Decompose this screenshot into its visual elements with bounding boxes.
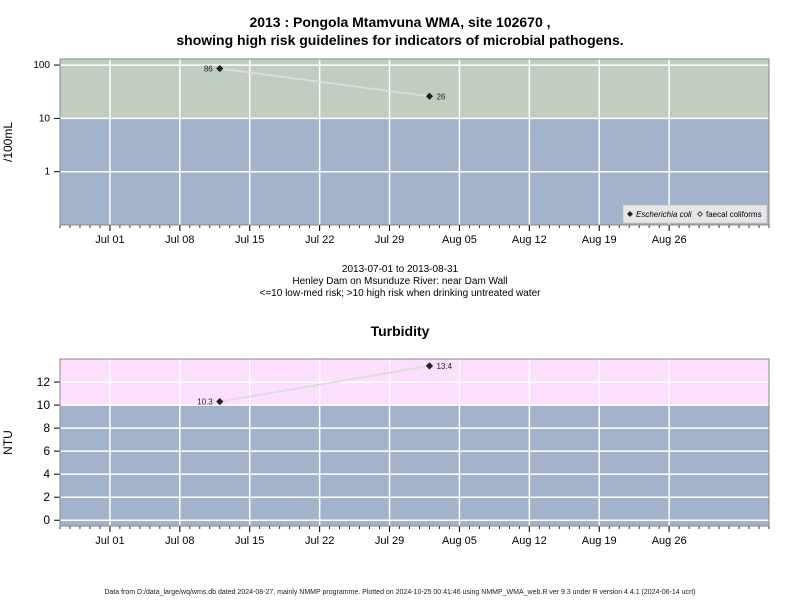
x-tick-label: Jul 22 [305, 234, 334, 246]
site-description-text: Henley Dam on Msunduze River: near Dam W… [292, 276, 508, 287]
x-tick-label: Aug 19 [582, 535, 617, 547]
y-tick-label: 6 [43, 444, 50, 458]
legend-entry: Escherichia coli [636, 210, 692, 219]
y-tick-label: 12 [37, 375, 51, 389]
chart-title-line-1: 2013 : Pongola Mtamvuna WMA, site 102670… [249, 14, 551, 30]
data-label: 13.4 [436, 362, 452, 371]
x-tick-label: Aug 05 [442, 535, 477, 547]
data-label: 10.3 [197, 398, 213, 407]
x-tick-label: Aug 05 [442, 234, 477, 246]
data-point [216, 397, 224, 406]
x-tick-label: Jul 08 [165, 535, 194, 547]
risk-guideline-text: <=10 low-med risk; >10 high risk when dr… [259, 288, 541, 299]
footer-note: Data from D:/data_large/wq/wms.db dated … [104, 589, 696, 596]
x-tick-label: Aug 26 [652, 234, 687, 246]
x-tick-label: Aug 12 [512, 535, 547, 547]
data-point [425, 362, 434, 370]
y-tick-label: 1 [44, 167, 50, 178]
y-tick-label: 0 [43, 513, 50, 527]
microbial-chart: Jul 01 Jul 08 Jul 15 Jul 22 Jul 29 Aug 05 Aug … [1, 58, 770, 246]
y-tick-label: 10 [37, 398, 51, 412]
x-tick-label: Aug 19 [582, 234, 617, 246]
chart-title-line-2: showing high risk guidelines for indicat… [176, 32, 624, 48]
plot-border [59, 358, 770, 527]
y-tick-label: 100 [33, 60, 50, 71]
y-tick-label: 8 [43, 421, 50, 435]
x-tick-label: Jul 01 [95, 535, 124, 547]
y-axis-label: NTU [1, 430, 15, 455]
x-tick-label: Jul 15 [235, 234, 264, 246]
legend-box [622, 204, 768, 224]
x-tick-label: Jul 29 [375, 535, 404, 547]
legend-marker-filled-diamond [627, 211, 633, 217]
turbidity-title: Turbidity [370, 323, 430, 339]
x-tick-label: Jul 01 [95, 234, 124, 246]
y-tick-label: 4 [43, 467, 50, 481]
series-line [219, 365, 430, 403]
y-tick-label: 2 [43, 490, 50, 504]
y-axis-label: /100mL [1, 122, 15, 162]
date-range-text: 2013-07-01 to 2013-08-31 [341, 264, 459, 275]
high-risk-band [60, 359, 769, 406]
legend-entry: faecal coliforms [706, 210, 762, 219]
x-tick-label: Aug 12 [512, 234, 547, 246]
x-tick-label: Aug 26 [652, 535, 687, 547]
y-tick-label: 10 [39, 113, 51, 124]
data-label: 86 [204, 65, 213, 74]
plot-border [59, 58, 770, 226]
x-tick-label: Jul 29 [375, 234, 404, 246]
x-tick-label: Jul 08 [165, 234, 194, 246]
data-point [425, 92, 434, 100]
low-risk-band [60, 405, 769, 526]
legend-marker-open-diamond [697, 211, 703, 217]
data-label: 26 [436, 92, 445, 101]
series-line [219, 67, 430, 98]
data-point [216, 64, 224, 73]
x-tick-label: Jul 15 [235, 535, 264, 547]
x-tick-label: Jul 22 [305, 535, 334, 547]
high-risk-band [60, 59, 769, 119]
